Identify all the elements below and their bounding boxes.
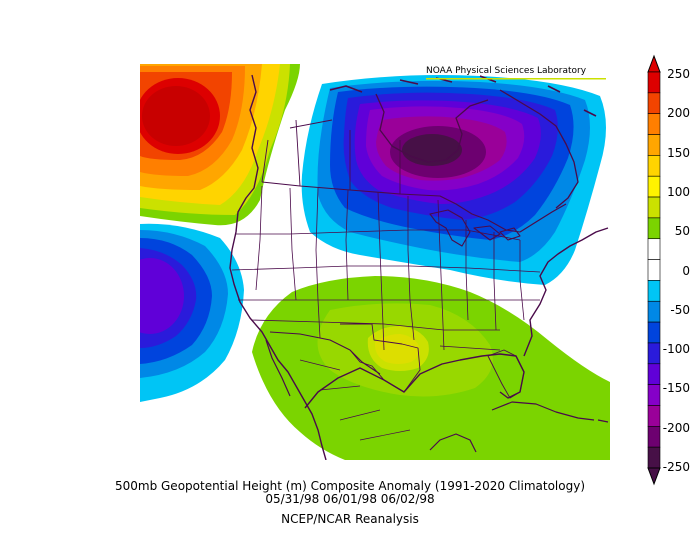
ridge-north-pacific [140, 64, 300, 226]
coastline-yucatan [429, 433, 477, 453]
mexico-states [299, 359, 411, 441]
credit-underline [426, 78, 606, 80]
colorbar-swatch [647, 134, 661, 156]
colorbar-arrow-top [647, 54, 661, 73]
colorbar-swatch [647, 446, 661, 469]
ridge-southern-us-gulf [252, 276, 610, 460]
province-lines [261, 119, 401, 194]
coastline-baja [265, 339, 291, 397]
coastline-pacific [229, 74, 327, 460]
colorbar-swatch [647, 342, 661, 365]
coastline-labrador [499, 89, 579, 209]
colorbar-tick-label: -50 [670, 302, 690, 317]
coastline-hudson-bay [375, 93, 489, 163]
credit-label: NOAA Physical Sciences Laboratory [426, 66, 587, 76]
coastline-atlantic [523, 227, 609, 357]
colorbar-swatch [647, 113, 661, 135]
colorbar-tick-label: -150 [662, 381, 690, 396]
colorbar-tick-label: -200 [662, 420, 690, 435]
state-lines [231, 185, 541, 351]
trough-eastern-canada [301, 75, 606, 285]
colorbar-swatch [647, 405, 661, 427]
border-canada-us [261, 181, 521, 233]
coastline-st-lawrence [519, 203, 567, 233]
colorbar-tick-label: 250 [667, 67, 690, 81]
map-outlines [229, 74, 609, 460]
colorbar-arrow-bottom [647, 467, 661, 486]
colorbar-tick-label: 50 [674, 224, 690, 239]
colorbar-swatch [647, 300, 661, 323]
coastline-cuba [491, 401, 595, 421]
colorbar-swatch [647, 321, 661, 344]
colorbar-swatch [647, 175, 661, 198]
map-title: 500mb Geopotential Height (m) Composite … [114, 479, 585, 493]
anomaly-shading [140, 64, 610, 460]
coastline-hispaniola [597, 419, 609, 423]
colorbar-swatch [647, 196, 661, 219]
colorbar-swatch [647, 384, 661, 406]
colorbar-tick-label: 200 [667, 106, 690, 121]
colorbar-tick-label: -250 [662, 460, 690, 474]
florida-outline [487, 349, 525, 399]
colorbar-swatch [647, 426, 661, 448]
colorbar-tick-label: 100 [667, 184, 690, 199]
colorbar [647, 54, 661, 486]
colorbar-swatch [647, 155, 661, 177]
colorbar-tick-label: 0 [682, 263, 690, 278]
map-dates: 05/31/98 06/01/98 06/02/98 [265, 492, 435, 506]
colorbar-swatch [647, 217, 661, 240]
map-source: NCEP/NCAR Reanalysis [281, 512, 419, 526]
colorbar-tick-label: -100 [662, 342, 690, 357]
colorbar-swatch [647, 238, 661, 260]
colorbar-swatch [647, 259, 661, 281]
colorbar-swatch [647, 280, 661, 302]
colorbar-tick-label: 150 [667, 145, 690, 160]
texas-outline [340, 323, 421, 393]
colorbar-swatch [647, 363, 661, 385]
colorbar-swatch [647, 71, 661, 94]
colorbar-swatch [647, 92, 661, 114]
trough-eastern-pacific [140, 223, 244, 402]
